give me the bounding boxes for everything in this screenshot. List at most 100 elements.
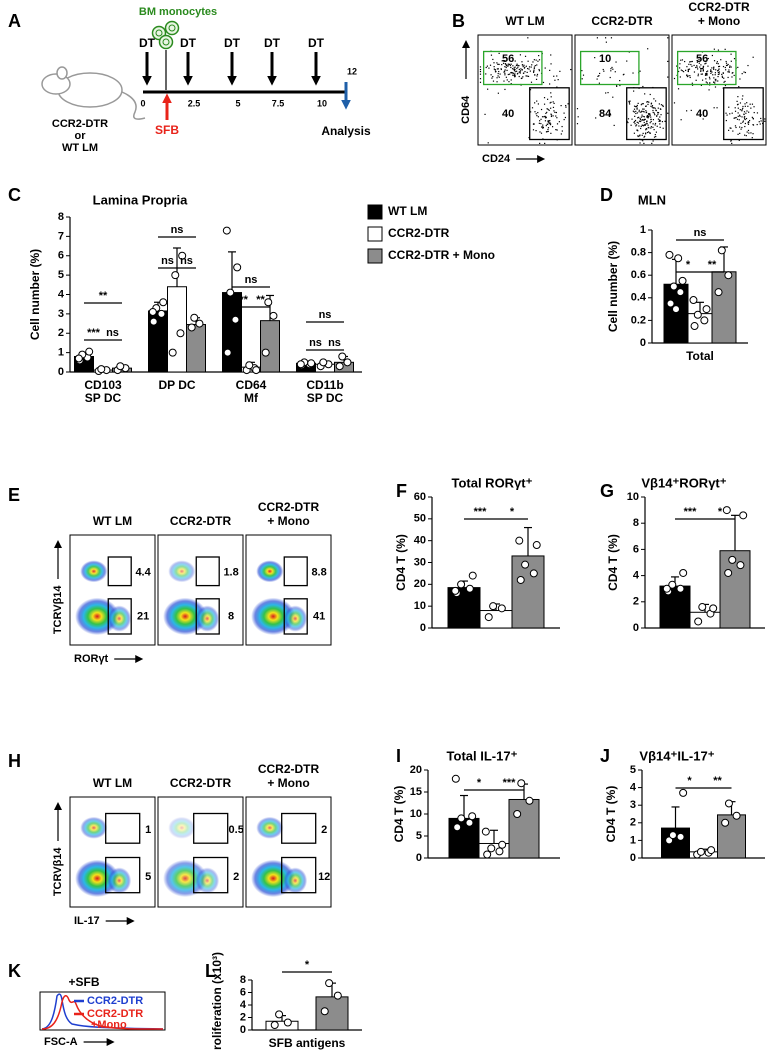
event-dot bbox=[698, 58, 700, 60]
event-dot bbox=[701, 79, 704, 81]
chart-title: Total IL-17⁺ bbox=[447, 748, 518, 763]
event-dot bbox=[545, 116, 547, 119]
event-dot bbox=[653, 98, 655, 100]
event-dot bbox=[546, 123, 548, 125]
event-dot bbox=[716, 61, 718, 63]
density-blob bbox=[107, 867, 132, 894]
event-dot bbox=[500, 68, 502, 70]
event-dot bbox=[542, 126, 544, 128]
event-dot bbox=[550, 114, 553, 116]
gate bbox=[193, 856, 229, 894]
data-point bbox=[676, 288, 685, 297]
event-dot bbox=[537, 116, 539, 118]
y-tick-label: 2 bbox=[633, 596, 639, 608]
event-dot bbox=[492, 58, 494, 61]
event-dot bbox=[649, 93, 651, 96]
event-dot bbox=[660, 108, 662, 110]
event-dot bbox=[527, 67, 529, 70]
event-dot bbox=[743, 116, 745, 118]
event-dot bbox=[738, 114, 741, 116]
chart-title: Vβ14⁺IL-17⁺ bbox=[639, 748, 714, 763]
event-dot bbox=[523, 64, 525, 66]
data-point bbox=[724, 799, 733, 808]
event-dot bbox=[535, 113, 537, 115]
data-point bbox=[495, 847, 504, 856]
event-dot bbox=[496, 77, 498, 79]
event-dot bbox=[643, 142, 645, 144]
event-dot bbox=[490, 74, 492, 76]
event-dot bbox=[603, 70, 605, 72]
event-dot bbox=[629, 103, 631, 105]
event-dot bbox=[633, 90, 635, 92]
event-dot bbox=[680, 69, 682, 71]
event-dot bbox=[646, 131, 649, 134]
event-dot bbox=[639, 142, 641, 144]
event-dot bbox=[644, 118, 646, 120]
y-tick-label: 0.8 bbox=[631, 247, 646, 259]
data-point bbox=[698, 603, 707, 612]
event-dot bbox=[737, 107, 739, 109]
event-dot bbox=[642, 110, 644, 113]
data-point bbox=[168, 348, 177, 357]
cell-nucleus bbox=[162, 38, 170, 46]
error-bar bbox=[490, 829, 498, 844]
x-tick-label: CD103 bbox=[84, 378, 122, 392]
event-dot bbox=[704, 74, 707, 76]
event-dot bbox=[519, 72, 521, 74]
event-dot bbox=[499, 73, 501, 75]
event-dot bbox=[739, 115, 741, 117]
event-dot bbox=[726, 64, 728, 66]
arrow-head bbox=[106, 1038, 115, 1046]
y-tick-label: 3 bbox=[58, 308, 64, 320]
event-dot bbox=[636, 104, 638, 107]
event-dot bbox=[689, 75, 691, 77]
event-dot bbox=[513, 69, 516, 72]
event-dot bbox=[637, 102, 639, 104]
event-dot bbox=[677, 88, 680, 90]
event-dot bbox=[640, 120, 642, 123]
x-tick-label: Mf bbox=[244, 391, 259, 405]
y-tick-label: 8 bbox=[58, 211, 64, 223]
event-dot bbox=[689, 61, 691, 63]
density-blob bbox=[195, 605, 220, 632]
bar bbox=[711, 271, 737, 344]
event-dot bbox=[533, 70, 535, 73]
event-dot bbox=[681, 70, 684, 72]
analysis-label: Analysis bbox=[321, 124, 371, 138]
event-dot bbox=[496, 81, 498, 83]
event-dot bbox=[528, 66, 531, 68]
arrow-head bbox=[537, 155, 546, 163]
event-dot bbox=[687, 75, 689, 77]
event-dot bbox=[728, 129, 730, 131]
data-point bbox=[468, 571, 477, 580]
data-point bbox=[457, 580, 466, 589]
data-point bbox=[689, 296, 698, 305]
event-dot bbox=[750, 107, 752, 109]
event-dot bbox=[752, 117, 754, 120]
data-point bbox=[696, 847, 705, 856]
data-point bbox=[679, 568, 688, 577]
event-dot bbox=[644, 135, 646, 137]
data-point bbox=[307, 359, 316, 368]
event-dot bbox=[500, 68, 502, 71]
density-blob bbox=[256, 560, 284, 583]
gate bbox=[626, 87, 667, 141]
event-dot bbox=[730, 127, 732, 129]
event-dot bbox=[760, 117, 762, 120]
event-dot bbox=[514, 75, 516, 77]
event-dot bbox=[619, 79, 621, 82]
event-dot bbox=[701, 67, 703, 70]
event-dot bbox=[496, 62, 498, 64]
event-dot bbox=[581, 78, 583, 80]
event-dot bbox=[540, 118, 542, 120]
event-dot bbox=[691, 84, 694, 86]
data-point bbox=[453, 823, 462, 832]
event-dot bbox=[626, 60, 628, 62]
event-dot bbox=[565, 106, 567, 108]
gate-value: 40 bbox=[696, 108, 708, 120]
event-dot bbox=[598, 75, 600, 77]
event-dot bbox=[733, 74, 735, 77]
flow-title: WT LM bbox=[93, 776, 132, 790]
event-dot bbox=[703, 57, 705, 59]
event-dot bbox=[628, 102, 630, 104]
